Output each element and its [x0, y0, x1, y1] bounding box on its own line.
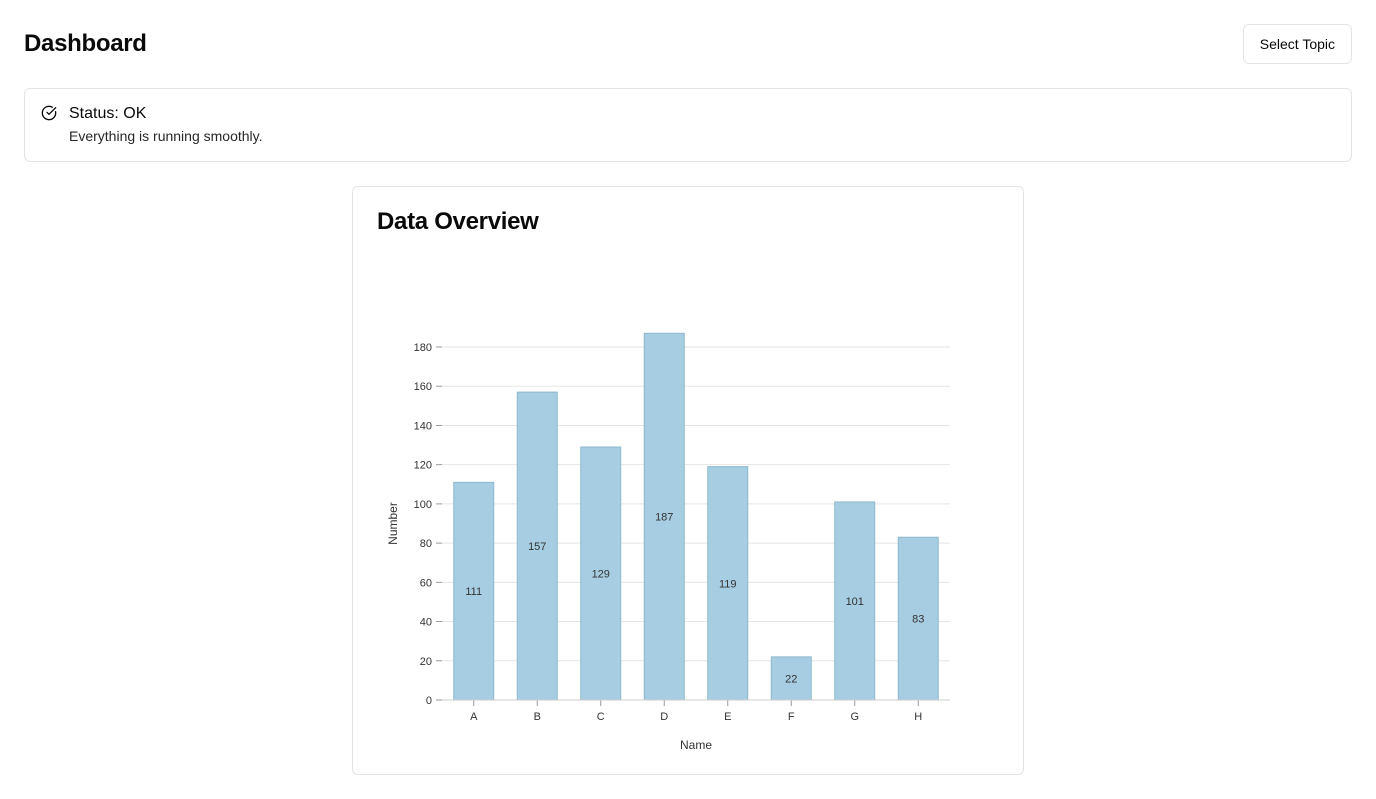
y-tick-label: 20: [420, 656, 432, 668]
y-tick-label: 180: [414, 342, 432, 354]
y-tick-label: 120: [414, 460, 432, 472]
x-tick-label: H: [914, 711, 922, 723]
x-tick-label: D: [660, 711, 668, 723]
x-tick-label: C: [597, 711, 605, 723]
bar-f: [770, 656, 812, 701]
bar-value-label: 157: [528, 541, 546, 553]
y-tick-label: 160: [414, 381, 432, 393]
page-title: Dashboard: [24, 30, 147, 57]
bar-value-label: 119: [719, 578, 737, 590]
bar-chart: 0 20 40 60 80 100 120 140 160 180 111 A 157 B 129 C 187 D…: [386, 332, 950, 752]
y-tick-label: 140: [414, 420, 432, 432]
bar-d: [643, 332, 685, 701]
status-title: Status: OK: [69, 105, 147, 122]
select-topic-button[interactable]: Select Topic: [1242, 24, 1352, 64]
y-tick-label: 40: [420, 617, 432, 629]
bar-value-label: 83: [912, 614, 924, 626]
bar-e: [707, 466, 749, 701]
y-tick-label: 0: [426, 695, 432, 707]
x-tick-label: G: [850, 711, 859, 723]
header: Dashboard Select Topic: [24, 24, 1352, 64]
x-axis-title: Name: [680, 738, 712, 752]
chart-title: Data Overview: [377, 208, 539, 235]
bar-value-label: 129: [592, 569, 610, 581]
bar-g: [834, 501, 876, 701]
x-tick-label: F: [788, 711, 795, 723]
status-alert: Status: OK Everything is running smoothl…: [24, 88, 1352, 162]
y-axis-title: Number: [386, 502, 400, 545]
bar-a: [453, 481, 495, 701]
y-tick-label: 60: [420, 577, 432, 589]
chart-card: Data Overview 0 20 40 60 80 100 120 140 160 180 11…: [352, 186, 1024, 775]
bar-value-label: 22: [785, 673, 797, 685]
bar-value-label: 101: [846, 596, 864, 608]
status-description: Everything is running smoothly.: [69, 128, 263, 144]
bar-value-label: 187: [655, 512, 673, 524]
bar-b: [516, 391, 558, 701]
x-tick-label: E: [724, 711, 731, 723]
x-tick-label: A: [470, 711, 478, 723]
x-tick-label: B: [534, 711, 541, 723]
bar-h: [897, 536, 939, 701]
bar-value-label: 111: [465, 586, 482, 598]
check-circle-icon: [41, 105, 57, 121]
y-tick-label: 80: [420, 538, 432, 550]
y-tick-label: 100: [414, 499, 432, 511]
